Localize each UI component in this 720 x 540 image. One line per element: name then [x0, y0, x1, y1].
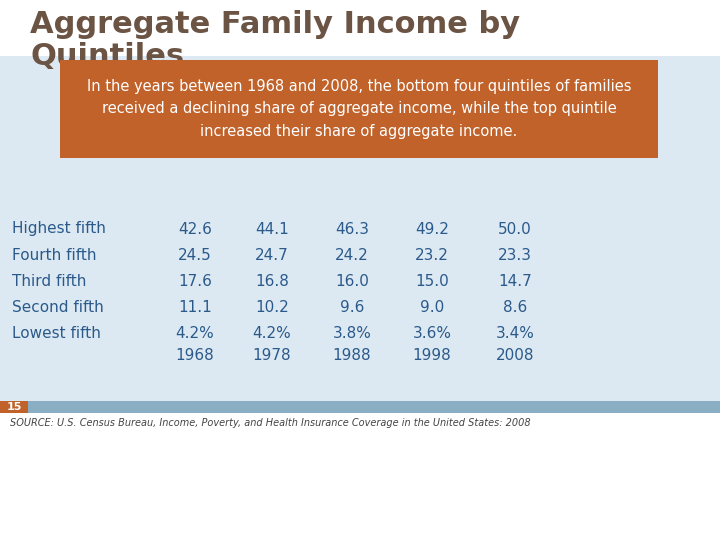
Text: Lowest fifth: Lowest fifth: [12, 326, 101, 341]
Text: Second fifth: Second fifth: [12, 300, 104, 314]
Text: 24.2: 24.2: [335, 247, 369, 262]
Text: SOURCE: U.S. Census Bureau, Income, Poverty, and Health Insurance Coverage in th: SOURCE: U.S. Census Bureau, Income, Pove…: [10, 418, 531, 428]
Text: 42.6: 42.6: [178, 221, 212, 237]
Text: 1998: 1998: [413, 348, 451, 362]
Text: 15: 15: [6, 402, 22, 412]
Text: 1988: 1988: [333, 348, 372, 362]
FancyBboxPatch shape: [0, 58, 720, 413]
Text: 46.3: 46.3: [335, 221, 369, 237]
Text: 2008: 2008: [496, 348, 534, 362]
Text: 23.2: 23.2: [415, 247, 449, 262]
Text: Fourth fifth: Fourth fifth: [12, 247, 96, 262]
Text: 8.6: 8.6: [503, 300, 527, 314]
Text: 49.2: 49.2: [415, 221, 449, 237]
Text: 23.3: 23.3: [498, 247, 532, 262]
FancyBboxPatch shape: [28, 401, 720, 413]
Text: 14.7: 14.7: [498, 273, 532, 288]
Text: 16.0: 16.0: [335, 273, 369, 288]
Text: 3.6%: 3.6%: [413, 326, 451, 341]
Text: 4.2%: 4.2%: [176, 326, 215, 341]
Text: 1978: 1978: [253, 348, 292, 362]
FancyBboxPatch shape: [0, 401, 28, 413]
Text: 44.1: 44.1: [255, 221, 289, 237]
Text: 24.5: 24.5: [178, 247, 212, 262]
Text: 16.8: 16.8: [255, 273, 289, 288]
Text: 17.6: 17.6: [178, 273, 212, 288]
FancyBboxPatch shape: [60, 60, 658, 158]
Text: 9.0: 9.0: [420, 300, 444, 314]
Text: 4.2%: 4.2%: [253, 326, 292, 341]
Text: 50.0: 50.0: [498, 221, 532, 237]
Text: 24.7: 24.7: [255, 247, 289, 262]
Text: 10.2: 10.2: [255, 300, 289, 314]
Text: In the years between 1968 and 2008, the bottom four quintiles of families
receiv: In the years between 1968 and 2008, the …: [86, 79, 631, 139]
Text: 3.8%: 3.8%: [333, 326, 372, 341]
Text: Third fifth: Third fifth: [12, 273, 86, 288]
Text: 15.0: 15.0: [415, 273, 449, 288]
Text: 11.1: 11.1: [178, 300, 212, 314]
Text: 9.6: 9.6: [340, 300, 364, 314]
Text: 3.4%: 3.4%: [495, 326, 534, 341]
Text: Highest fifth: Highest fifth: [12, 221, 106, 237]
FancyBboxPatch shape: [0, 56, 720, 413]
Text: 1968: 1968: [176, 348, 215, 362]
Text: Aggregate Family Income by: Aggregate Family Income by: [30, 10, 520, 39]
Text: Quintiles: Quintiles: [30, 42, 184, 71]
